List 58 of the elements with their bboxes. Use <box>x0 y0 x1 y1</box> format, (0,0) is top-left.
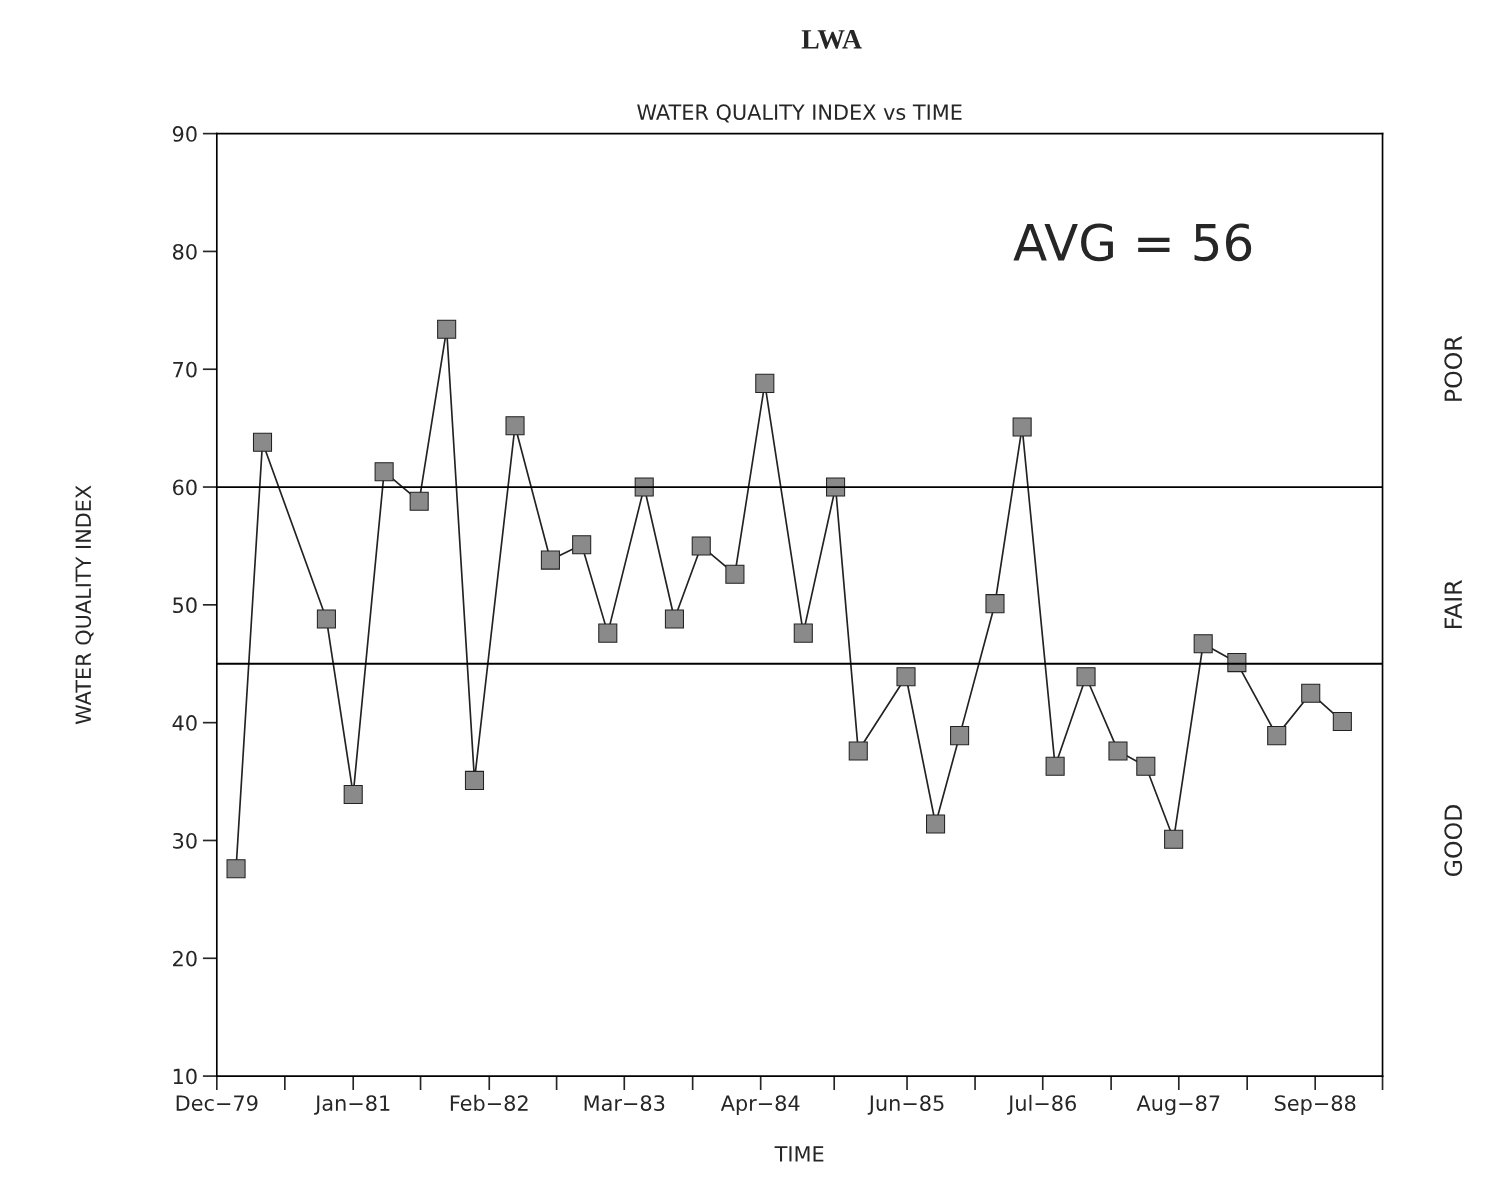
point <box>598 623 618 643</box>
y-tick-label: 40 <box>172 715 197 731</box>
y-axis-title: WATER QUALITY INDEX <box>75 485 94 725</box>
x-tick-label: Sep−88 <box>1274 1095 1356 1115</box>
point <box>374 462 394 482</box>
x-tick-label: Jan−81 <box>314 1095 390 1115</box>
point <box>848 741 868 761</box>
y-tick-label: 10 <box>173 1068 197 1085</box>
point <box>1164 829 1184 849</box>
chart-title: LWA <box>801 30 862 49</box>
y-tick-label: 90 <box>172 126 197 142</box>
x-tick-label: Mar−83 <box>584 1095 665 1111</box>
x-tick-label: Apr−84 <box>720 1095 800 1115</box>
point <box>691 536 711 556</box>
text: POOR <box>1444 336 1463 401</box>
point <box>950 726 970 746</box>
point <box>1108 741 1128 761</box>
point <box>464 770 485 790</box>
y-tick-label: 50 <box>173 597 197 614</box>
point <box>437 319 457 339</box>
point <box>896 667 916 687</box>
x-tick-label: Aug−87 <box>1136 1095 1220 1115</box>
point <box>793 623 813 643</box>
point <box>725 564 745 584</box>
point <box>1332 711 1352 732</box>
y-tick-label: 30 <box>173 832 197 849</box>
point <box>1076 667 1096 687</box>
x-tick-label: Jul−86 <box>1007 1094 1076 1115</box>
text: FAIR <box>1444 580 1462 629</box>
x-axis-title: TIME <box>774 1146 824 1162</box>
point <box>1267 726 1287 746</box>
point <box>409 491 429 511</box>
point <box>505 416 525 436</box>
chart-subtitle: WATER QUALITY INDEX vs TIME <box>637 104 962 123</box>
x-tick-label: Dec−79 <box>176 1095 258 1111</box>
point <box>343 784 363 805</box>
point <box>1136 756 1156 776</box>
point <box>316 609 336 629</box>
point <box>226 859 246 879</box>
point <box>1012 417 1032 437</box>
point <box>664 609 684 629</box>
point <box>926 814 946 834</box>
x-tick-label: Jun−85 <box>867 1095 944 1115</box>
y-tick-label: 70 <box>173 361 197 378</box>
x-tick-label: Feb−82 <box>450 1094 528 1111</box>
point <box>572 535 592 555</box>
y-tick-label: 60 <box>173 479 197 496</box>
text: GOOD <box>1444 805 1463 876</box>
annotation: AVG = 56 <box>1013 223 1252 262</box>
point <box>1045 756 1065 776</box>
y-tick-label: 80 <box>172 243 197 260</box>
point <box>252 432 273 452</box>
point <box>1193 634 1213 654</box>
point <box>1301 683 1321 703</box>
point <box>985 594 1005 614</box>
point <box>755 373 775 393</box>
point <box>540 550 560 570</box>
y-tick-label: 20 <box>173 950 197 967</box>
